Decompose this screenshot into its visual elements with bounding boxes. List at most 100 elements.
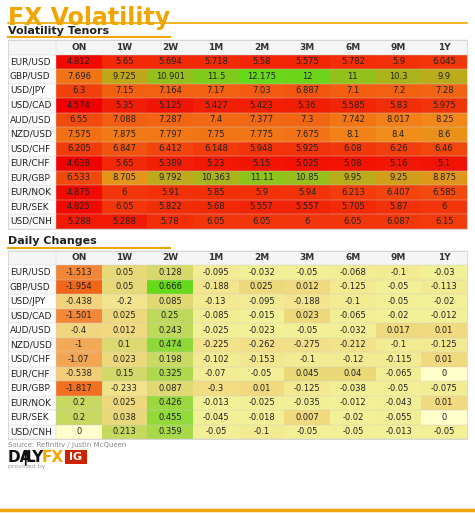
Bar [285,156,330,170]
Bar [421,156,467,170]
Text: 7.742: 7.742 [341,115,365,124]
Bar [285,396,330,410]
Bar [330,323,376,338]
Bar [8,54,467,69]
Text: 9.95: 9.95 [343,173,362,182]
Text: 0.325: 0.325 [158,369,182,378]
Bar [238,98,285,112]
Bar [376,112,421,127]
Text: USD/CNH: USD/CNH [10,427,52,436]
Text: -0.05: -0.05 [388,282,409,291]
Bar [193,170,238,185]
Bar [56,84,102,98]
Bar [102,265,147,280]
Bar [330,294,376,308]
Bar [285,185,330,200]
Text: -0.025: -0.025 [202,326,229,335]
Text: 0.243: 0.243 [158,326,182,335]
Text: 0: 0 [76,427,81,436]
Text: 0.025: 0.025 [113,311,136,320]
Bar [330,185,376,200]
Bar [421,185,467,200]
Bar [102,338,147,352]
Bar [8,323,467,338]
Bar [56,280,102,294]
Bar [102,424,147,439]
Bar [193,98,238,112]
Bar [421,424,467,439]
Text: 3M: 3M [300,43,315,52]
Text: 6.087: 6.087 [387,217,410,226]
Bar [8,200,467,214]
Text: USD/CAD: USD/CAD [10,101,51,110]
Text: -0.023: -0.023 [248,326,275,335]
Text: 6.3: 6.3 [72,86,86,95]
Bar [376,156,421,170]
Text: 5.718: 5.718 [204,57,228,66]
Text: -0.085: -0.085 [202,311,229,320]
Text: 7.17: 7.17 [207,86,225,95]
Bar [147,338,193,352]
Bar [238,323,285,338]
Text: 5.948: 5.948 [250,144,274,153]
Text: 6.148: 6.148 [204,144,228,153]
Text: 8.4: 8.4 [392,130,405,139]
Bar [238,112,285,127]
Text: -0.538: -0.538 [66,369,92,378]
Text: 8.1: 8.1 [346,130,360,139]
Bar [421,54,467,69]
Text: 5.65: 5.65 [115,57,134,66]
Text: 5.23: 5.23 [207,159,225,168]
Text: 7.675: 7.675 [295,130,319,139]
Bar [421,280,467,294]
Text: 5.15: 5.15 [252,159,271,168]
Text: -1.817: -1.817 [66,384,92,393]
Text: 9.25: 9.25 [390,173,408,182]
Text: 0.213: 0.213 [113,427,136,436]
Bar [65,450,87,464]
Text: 8.6: 8.6 [437,130,451,139]
Text: ON: ON [71,253,86,262]
Bar [285,366,330,381]
Bar [238,265,285,280]
Text: 8.017: 8.017 [387,115,410,124]
Bar [56,323,102,338]
Bar [330,352,376,366]
Text: 3M: 3M [300,253,315,262]
Text: -0.035: -0.035 [294,398,321,407]
Text: -0.038: -0.038 [340,384,366,393]
Text: ON: ON [71,43,86,52]
Bar [330,98,376,112]
Bar [147,214,193,228]
Bar [8,250,467,265]
Bar [8,40,467,228]
Text: 6M: 6M [345,43,361,52]
Text: 10.901: 10.901 [156,72,185,81]
Text: 0.038: 0.038 [113,413,136,422]
Bar [193,308,238,323]
Text: 0.045: 0.045 [295,369,319,378]
Bar [330,54,376,69]
Text: 5.85: 5.85 [207,188,225,197]
Bar [102,170,147,185]
Bar [376,84,421,98]
Bar [193,200,238,214]
Text: 9M: 9M [391,43,406,52]
Text: 5.9: 5.9 [392,57,405,66]
Bar [8,214,467,228]
Text: 0.128: 0.128 [158,268,182,277]
Bar [376,265,421,280]
Text: -1.954: -1.954 [66,282,92,291]
Bar [238,396,285,410]
Text: 5.68: 5.68 [207,202,225,211]
Text: -1.513: -1.513 [66,268,92,277]
Bar [147,381,193,396]
Bar [376,98,421,112]
Text: 0.15: 0.15 [115,369,133,378]
Bar [330,112,376,127]
Bar [147,112,193,127]
Text: 4.574: 4.574 [67,101,91,110]
Text: 9.9: 9.9 [437,72,451,81]
Text: LY: LY [26,450,44,465]
Bar [421,214,467,228]
